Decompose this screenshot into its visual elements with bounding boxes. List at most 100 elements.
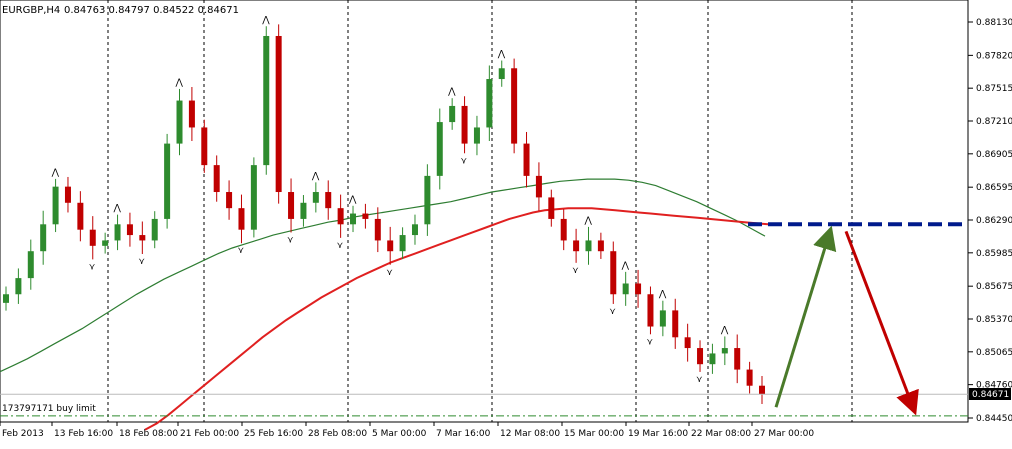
bull-candle [498,60,505,87]
bear-candle [275,24,282,204]
bull-candle [424,164,431,236]
candle-body [535,175,542,198]
candle-body [498,68,505,80]
candle-body [387,240,394,252]
bull-candle [40,210,47,265]
candle-body [486,79,493,128]
candlesticks [3,24,765,405]
bull-candle [3,286,9,311]
candle-body [77,202,84,230]
price-axis[interactable]: 0.88130 0.87820 0.87515 0.87210 0.86905 0.865… [968,18,1012,424]
bear-candle [635,269,642,308]
candle-body [697,348,704,365]
candle-body [721,348,728,354]
candle-body [411,224,418,236]
candle-body [213,165,220,193]
candle-body [610,251,617,295]
candle-body [647,294,654,327]
x-tick-label: 15 Mar 00:00 [564,429,624,439]
candle-body [436,122,443,176]
bear-candle [139,221,146,255]
bear-candle [672,298,679,349]
bear-candle [597,232,604,259]
bull-candle [622,271,629,306]
current-price-label: 0.84671 [972,390,1009,400]
bull-candle [585,226,592,265]
x-tick-label: 28 Feb 08:00 [308,429,367,439]
candle-body [350,213,357,225]
fractal-up: ⋀ [113,204,122,214]
bear-candle [213,155,220,202]
bear-candle [461,96,468,154]
candle-body [64,186,71,203]
y-tick-label: 0.85985 [976,249,1012,259]
bull-candle [250,157,257,238]
candle-body [709,353,716,365]
x-tick-label: 18 Feb 08:00 [119,429,178,439]
candle-body [275,35,282,193]
bull-candle [52,178,59,233]
candle-body [201,127,208,166]
bear-candle [362,203,369,229]
y-tick-label: 0.87820 [976,51,1012,61]
fractal-down: ⋎ [646,337,653,347]
x-tick-label: 12 Mar 08:00 [500,429,560,439]
candle-body [523,143,530,176]
x-tick-label: 21 Feb 00:00 [180,429,239,439]
candle-body [126,224,133,236]
bull-candle [411,214,418,245]
x-tick-label: 7 Mar 16:00 [436,429,491,439]
candle-body [449,105,456,123]
bull-candle [114,214,121,251]
candle-body [40,224,47,252]
candle-body [684,337,691,349]
bear-candle [560,209,567,251]
candle-body [27,251,34,279]
y-tick-label: 0.86595 [976,183,1012,193]
fractal-down: ⋎ [89,262,96,272]
candle-body [473,127,480,144]
candle-body [759,385,765,395]
candle-body [15,278,22,295]
bear-candle [697,340,704,372]
bull-candle [449,98,456,130]
candle-body [374,218,381,241]
fractal-markers: ⋀ ⋎ ⋀ ⋎ ⋀ ⋎ ⋀ ⋎ ⋀ ⋎ ⋀ ⋎ ⋀ ⋎ ⋀ ⋎ ⋀ ⋎ ⋀ ⋎ ⋀ ⋎ ⋀ [51,15,729,385]
ohlc-readout: 0.84763 0.84797 0.84522 0.84671 [64,5,239,16]
candle-body [176,100,183,144]
candle-body [114,224,121,241]
fractal-down: ⋎ [461,156,468,166]
bull-candle [399,227,406,259]
current-price-box [969,388,1011,400]
candle-body [238,208,245,230]
fractal-up: ⋀ [311,171,320,181]
bull-candle [312,182,319,213]
y-tick-label: 0.86290 [976,216,1012,226]
x-tick-label: 5 Mar 00:00 [372,429,427,439]
y-tick-label: 0.84760 [976,381,1012,391]
bull-candle [263,26,270,175]
order-label: 173797171 buy limit [2,404,96,414]
candle-body [734,348,741,370]
candle-body [52,186,59,225]
bull-candle [709,343,716,374]
fractal-down: ⋎ [609,307,616,317]
candle-body [672,310,679,338]
fractal-up: ⋀ [447,87,456,97]
candle-body [226,192,233,209]
time-axis[interactable]: Feb 2013 13 Feb 16:00 18 Feb 08:00 21 Feb 0… [0,422,814,439]
fractal-down: ⋎ [138,257,145,267]
candle-body [362,213,369,219]
bear-candle [573,228,580,263]
fractal-up: ⋀ [51,168,60,178]
bear-candle [511,58,518,154]
candle-body [548,197,555,219]
bear-candle [647,286,654,335]
fractal-up: ⋀ [720,325,729,335]
candle-body [188,100,195,128]
price-levels[interactable] [0,222,968,417]
bull-candle [151,211,158,249]
candle-body [3,294,9,303]
